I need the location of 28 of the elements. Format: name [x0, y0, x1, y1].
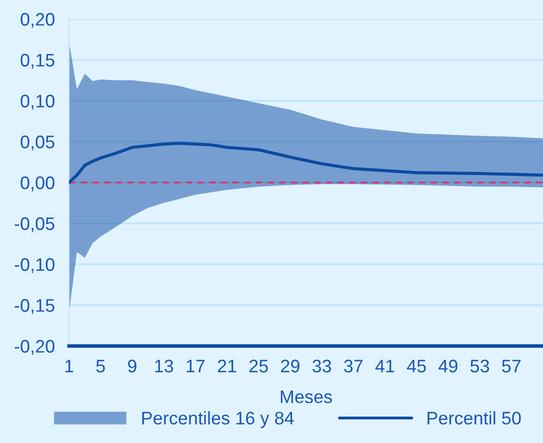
x-tick-label: 49: [438, 360, 458, 372]
legend-label: Percentil 50: [428, 411, 521, 425]
x-tick-label: 9: [128, 360, 136, 372]
x-axis-title: Meses: [280, 390, 332, 404]
x-tick-label: 45: [406, 360, 426, 372]
x-tick-label: 5: [96, 360, 105, 372]
x-tick-label: 29: [281, 360, 300, 372]
text: Percentiles 16 y 84: [142, 411, 294, 428]
x-tick-label: 57: [502, 360, 521, 372]
y-tick-label: 0,00: [20, 176, 54, 192]
line-series: [69, 142, 543, 184]
x-tick-label: 17: [186, 360, 205, 372]
y-tick-label: 0,10: [20, 94, 54, 110]
y-tick-label: -0,05: [14, 217, 54, 232]
x-tick-label: 41: [375, 360, 394, 372]
x-tick-label: 53: [470, 360, 490, 372]
y-tick-label: -0,20: [14, 340, 54, 355]
x-tick-label: 13: [155, 360, 174, 372]
x-tick-label: 37: [344, 360, 363, 372]
x-tick-label: 33: [312, 360, 332, 372]
y-tick-label: -0,10: [14, 258, 54, 274]
x-tick-label: 1: [65, 360, 74, 372]
y-tick-label: -0,15: [14, 299, 54, 314]
y-tick-label: 0,15: [20, 54, 54, 69]
x-tick-label: 25: [249, 360, 268, 372]
x-tick-label: 21: [218, 360, 236, 372]
y-tick-label: 0,05: [20, 136, 54, 150]
y-tick-label: 0,20: [20, 12, 54, 28]
